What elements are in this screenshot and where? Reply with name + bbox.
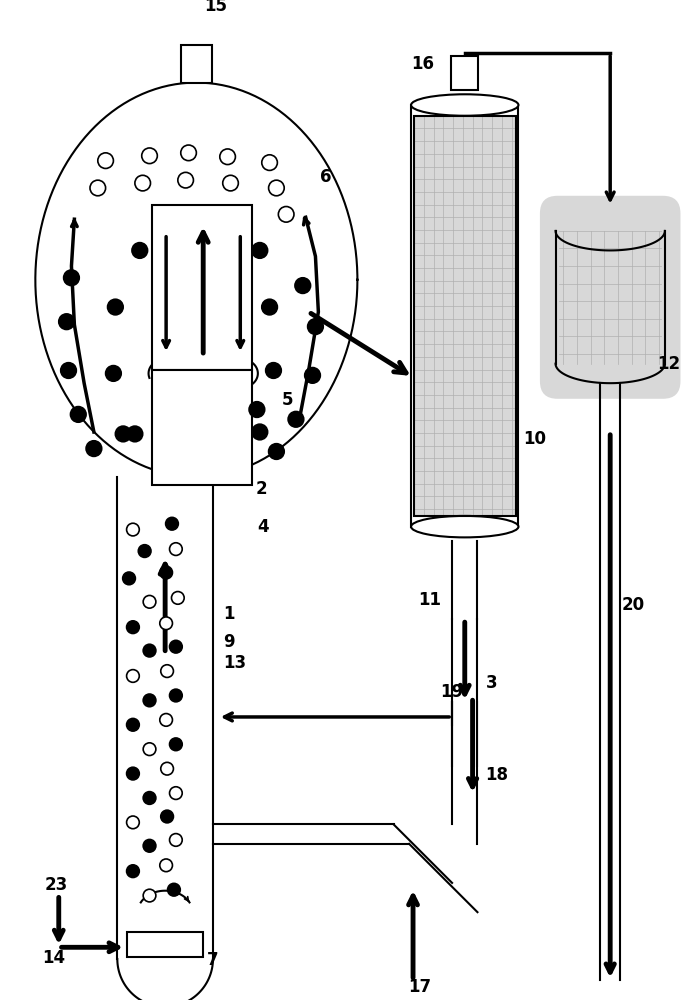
Circle shape bbox=[252, 424, 268, 440]
Circle shape bbox=[252, 243, 268, 258]
Circle shape bbox=[170, 787, 182, 799]
Circle shape bbox=[127, 670, 139, 682]
Circle shape bbox=[127, 621, 139, 634]
FancyBboxPatch shape bbox=[540, 196, 680, 399]
Bar bbox=[127, 932, 203, 957]
Bar bbox=[152, 205, 252, 370]
Bar bbox=[414, 116, 516, 516]
Circle shape bbox=[127, 426, 143, 442]
Circle shape bbox=[160, 859, 172, 872]
Circle shape bbox=[143, 839, 156, 852]
Text: 23: 23 bbox=[45, 876, 69, 894]
Circle shape bbox=[127, 865, 139, 878]
Text: 14: 14 bbox=[42, 949, 65, 967]
Circle shape bbox=[143, 743, 156, 756]
Text: 5: 5 bbox=[281, 391, 293, 409]
Text: 6: 6 bbox=[320, 168, 332, 186]
Circle shape bbox=[268, 180, 284, 196]
Text: 16: 16 bbox=[411, 55, 434, 73]
Circle shape bbox=[249, 402, 265, 417]
Ellipse shape bbox=[411, 94, 518, 116]
Circle shape bbox=[143, 889, 156, 902]
Circle shape bbox=[178, 172, 194, 188]
Bar bbox=[414, 116, 516, 516]
Bar bbox=[152, 370, 252, 485]
Circle shape bbox=[90, 180, 106, 196]
Circle shape bbox=[98, 153, 113, 168]
Circle shape bbox=[127, 523, 139, 536]
Circle shape bbox=[278, 207, 294, 222]
Circle shape bbox=[127, 816, 139, 829]
Text: 1: 1 bbox=[223, 605, 234, 623]
Circle shape bbox=[220, 149, 235, 165]
Bar bbox=[181, 45, 212, 83]
Circle shape bbox=[142, 148, 157, 164]
Circle shape bbox=[160, 714, 172, 726]
Text: 3: 3 bbox=[486, 674, 498, 692]
Circle shape bbox=[143, 792, 156, 804]
Circle shape bbox=[106, 366, 121, 381]
Circle shape bbox=[143, 694, 156, 707]
Circle shape bbox=[223, 175, 238, 191]
Circle shape bbox=[181, 145, 197, 161]
Circle shape bbox=[135, 175, 150, 191]
Text: 12: 12 bbox=[657, 355, 680, 373]
Text: 4: 4 bbox=[257, 518, 268, 536]
Circle shape bbox=[170, 689, 182, 702]
Circle shape bbox=[167, 883, 181, 896]
Text: 9: 9 bbox=[223, 633, 235, 651]
Circle shape bbox=[143, 644, 156, 657]
Circle shape bbox=[268, 444, 284, 459]
Circle shape bbox=[138, 545, 151, 557]
Circle shape bbox=[160, 617, 172, 630]
Circle shape bbox=[71, 407, 86, 422]
Text: 10: 10 bbox=[523, 430, 546, 448]
Circle shape bbox=[262, 299, 277, 315]
Bar bbox=[451, 56, 478, 90]
Circle shape bbox=[170, 738, 182, 751]
Circle shape bbox=[262, 155, 277, 170]
Text: 2: 2 bbox=[256, 480, 268, 498]
Circle shape bbox=[308, 319, 323, 334]
Circle shape bbox=[304, 368, 320, 383]
Text: 7: 7 bbox=[207, 951, 219, 969]
Text: 19: 19 bbox=[440, 683, 464, 701]
Circle shape bbox=[161, 762, 174, 775]
Ellipse shape bbox=[411, 516, 518, 537]
Circle shape bbox=[165, 517, 179, 530]
Circle shape bbox=[64, 270, 80, 286]
Circle shape bbox=[59, 314, 74, 329]
Circle shape bbox=[170, 834, 182, 846]
Circle shape bbox=[161, 665, 174, 677]
Circle shape bbox=[132, 243, 147, 258]
Circle shape bbox=[143, 595, 156, 608]
Circle shape bbox=[160, 566, 172, 579]
Circle shape bbox=[107, 299, 123, 315]
Circle shape bbox=[266, 363, 281, 378]
Text: 20: 20 bbox=[622, 596, 645, 614]
Circle shape bbox=[116, 426, 131, 442]
Circle shape bbox=[86, 441, 102, 456]
Circle shape bbox=[122, 572, 136, 585]
Circle shape bbox=[170, 543, 182, 555]
Text: 11: 11 bbox=[418, 591, 441, 609]
Circle shape bbox=[288, 411, 304, 427]
Circle shape bbox=[61, 363, 76, 378]
Circle shape bbox=[170, 640, 182, 653]
Circle shape bbox=[127, 718, 139, 731]
Text: 17: 17 bbox=[408, 978, 431, 996]
Text: 13: 13 bbox=[223, 654, 246, 672]
Text: 15: 15 bbox=[204, 0, 227, 15]
Circle shape bbox=[172, 592, 184, 604]
Circle shape bbox=[295, 278, 311, 293]
Circle shape bbox=[161, 810, 174, 823]
Circle shape bbox=[127, 767, 139, 780]
Text: 18: 18 bbox=[485, 766, 508, 784]
